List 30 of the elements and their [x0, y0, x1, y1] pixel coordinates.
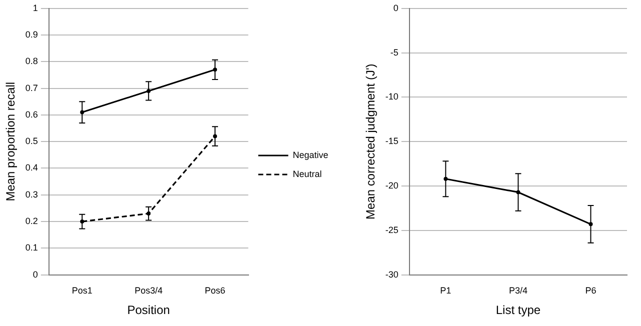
y-tick-label: 0.7: [25, 82, 38, 93]
x-tick-label: P6: [585, 286, 596, 296]
y-tick-label: -20: [385, 180, 398, 190]
y-tick-label: -30: [385, 269, 398, 280]
y-tick-label: -25: [385, 224, 398, 235]
y-tick-label: 0.9: [25, 30, 38, 40]
x-tick-label: Pos3/4: [134, 286, 163, 296]
y-tick-label: 0.8: [25, 56, 38, 66]
x-tick-label: P1: [440, 286, 452, 296]
legend-label: Negative: [292, 150, 328, 160]
y-axis-title: Mean corrected judgment (J'): [364, 64, 378, 220]
x-tick-label: Pos1: [72, 286, 92, 296]
x-axis-title: Position: [127, 303, 170, 318]
x-tick-label: P3/4: [508, 286, 528, 296]
y-tick-label: 0: [393, 2, 398, 13]
legend-label: Neutral: [292, 168, 322, 179]
y-tick-label: -15: [385, 136, 398, 146]
y-tick-label: 0.3: [25, 189, 38, 200]
x-tick-label: Pos6: [204, 286, 226, 296]
y-tick-label: 1: [32, 2, 38, 13]
x-axis-title: List type: [496, 303, 541, 318]
y-tick-label: 0.6: [25, 109, 38, 120]
y-tick-label: -5: [390, 47, 398, 58]
y-tick-label: 0.4: [25, 162, 38, 173]
y-tick-label: -10: [385, 92, 398, 102]
y-axis-title: Mean proportion recall: [4, 82, 18, 202]
y-tick-label: 0.1: [25, 242, 38, 253]
y-tick-label: 0.2: [25, 216, 38, 226]
y-tick-label: 0: [32, 269, 38, 280]
y-tick-label: 0.5: [25, 136, 38, 146]
